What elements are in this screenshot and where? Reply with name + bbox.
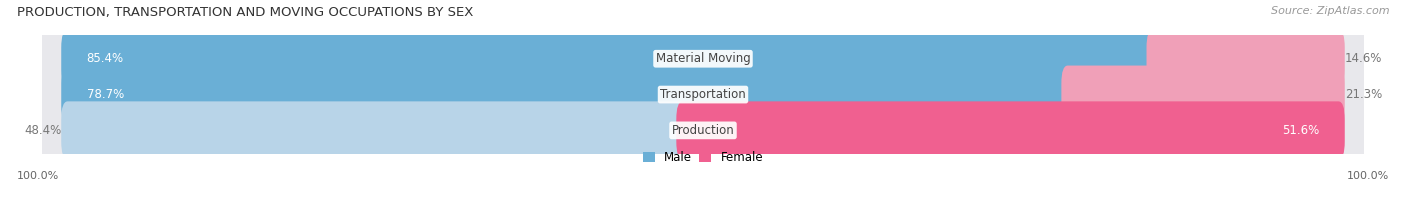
- FancyBboxPatch shape: [62, 66, 1074, 124]
- Legend: Male, Female: Male, Female: [638, 147, 768, 169]
- Text: Source: ZipAtlas.com: Source: ZipAtlas.com: [1271, 6, 1389, 16]
- FancyBboxPatch shape: [38, 17, 1368, 100]
- FancyBboxPatch shape: [62, 30, 1159, 88]
- Text: 21.3%: 21.3%: [1344, 88, 1382, 101]
- Text: PRODUCTION, TRANSPORTATION AND MOVING OCCUPATIONS BY SEX: PRODUCTION, TRANSPORTATION AND MOVING OC…: [17, 6, 474, 19]
- Text: 51.6%: 51.6%: [1282, 124, 1319, 137]
- Text: 100.0%: 100.0%: [1347, 171, 1389, 181]
- FancyBboxPatch shape: [38, 53, 1368, 136]
- FancyBboxPatch shape: [62, 101, 689, 159]
- Text: 48.4%: 48.4%: [24, 124, 62, 137]
- Text: Transportation: Transportation: [661, 88, 745, 101]
- Text: Material Moving: Material Moving: [655, 52, 751, 65]
- Text: 85.4%: 85.4%: [87, 52, 124, 65]
- FancyBboxPatch shape: [1062, 66, 1344, 124]
- Text: 14.6%: 14.6%: [1344, 52, 1382, 65]
- FancyBboxPatch shape: [676, 101, 1344, 159]
- Text: 78.7%: 78.7%: [87, 88, 124, 101]
- Text: Production: Production: [672, 124, 734, 137]
- FancyBboxPatch shape: [38, 89, 1368, 172]
- FancyBboxPatch shape: [1146, 30, 1344, 88]
- Text: 100.0%: 100.0%: [17, 171, 59, 181]
